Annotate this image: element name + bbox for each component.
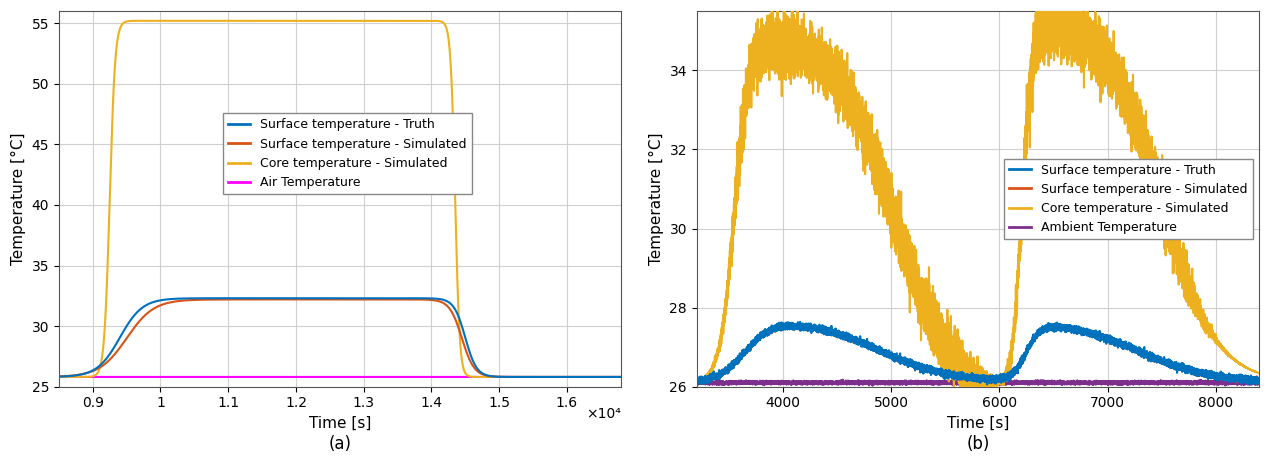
X-axis label: Time [s]: Time [s] xyxy=(946,416,1008,431)
Text: ×10⁴: ×10⁴ xyxy=(587,407,621,421)
Legend: Surface temperature - Truth, Surface temperature - Simulated, Core temperature -: Surface temperature - Truth, Surface tem… xyxy=(1003,158,1252,239)
Legend: Surface temperature - Truth, Surface temperature - Simulated, Core temperature -: Surface temperature - Truth, Surface tem… xyxy=(222,114,471,194)
Y-axis label: Temperature [°C]: Temperature [°C] xyxy=(649,133,664,265)
Text: (b): (b) xyxy=(966,436,989,454)
Y-axis label: Temperature [°C]: Temperature [°C] xyxy=(11,133,27,265)
X-axis label: Time [s]: Time [s] xyxy=(309,416,371,431)
Text: (a): (a) xyxy=(329,436,352,454)
